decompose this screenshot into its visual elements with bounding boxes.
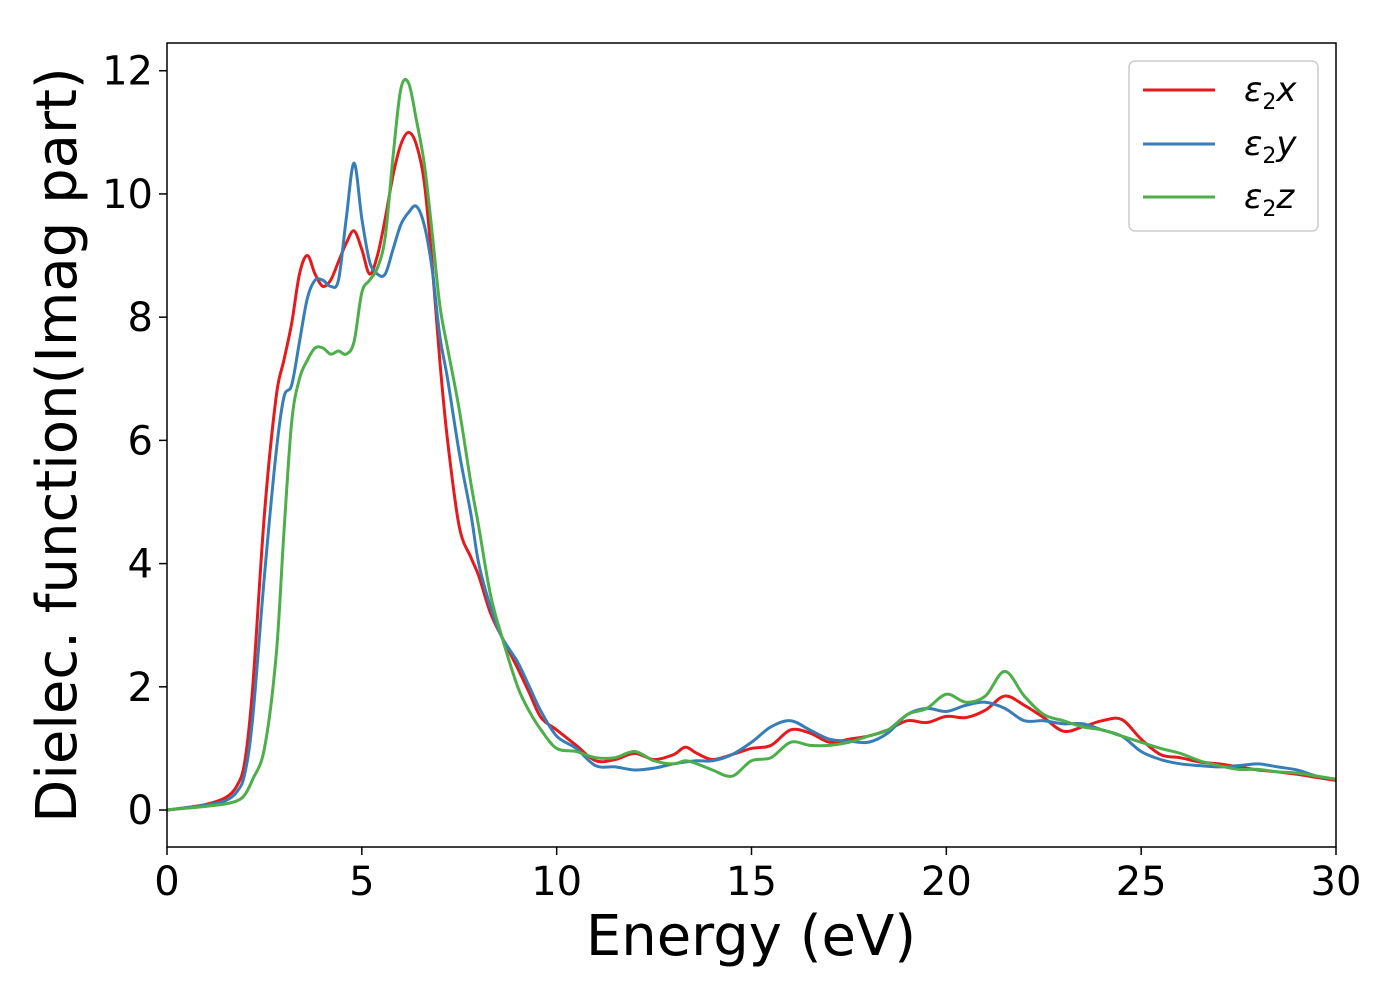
x-tick-label: 10 bbox=[531, 859, 582, 905]
series-line-z bbox=[167, 77, 1336, 812]
x-tick-label: 5 bbox=[349, 859, 374, 905]
y-tick-label: 2 bbox=[128, 665, 153, 711]
x-tick-label: 25 bbox=[1116, 859, 1167, 905]
x-tick-label: 30 bbox=[1311, 859, 1362, 905]
y-tick-label: 10 bbox=[102, 172, 153, 218]
y-tick-label: 4 bbox=[128, 542, 153, 588]
legend-frame bbox=[1128, 60, 1319, 232]
y-tick-label: 6 bbox=[128, 418, 153, 464]
y-axis-label: Dielec. function(Imag part) bbox=[25, 67, 90, 823]
x-tick-label: 0 bbox=[154, 859, 179, 905]
x-tick-label: 15 bbox=[726, 859, 777, 905]
legend: ε2x ε2y ε2z bbox=[1128, 60, 1319, 232]
x-axis-label: Energy (eV) bbox=[586, 904, 916, 969]
y-tick-label: 12 bbox=[102, 49, 153, 95]
y-tick-label: 8 bbox=[128, 295, 153, 341]
y-tick-label: 0 bbox=[128, 788, 153, 834]
series-line-y bbox=[167, 161, 1336, 812]
legend-label-z: ε2z bbox=[1244, 177, 1295, 222]
x-tick-label: 20 bbox=[921, 859, 972, 905]
series-line-x bbox=[167, 130, 1336, 812]
